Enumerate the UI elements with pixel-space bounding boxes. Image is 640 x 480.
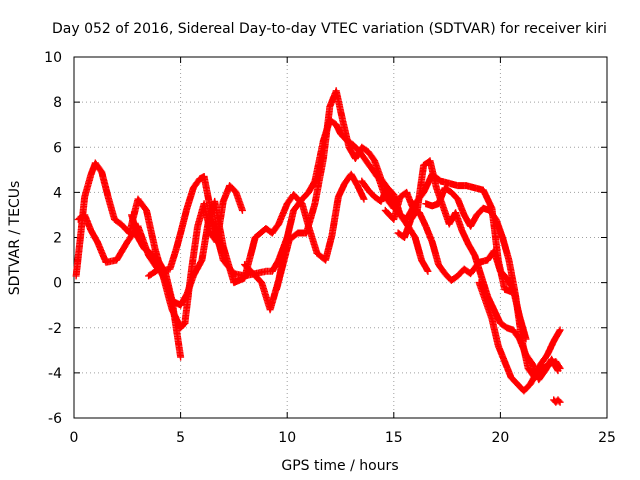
y-tick-label: 4 (53, 185, 62, 201)
y-tick-label: -4 (48, 366, 62, 382)
data-marker-track (145, 170, 368, 309)
data-marker-track (128, 211, 185, 361)
series-track-13 (475, 279, 564, 395)
series-track-8 (273, 87, 432, 293)
data-marker-track (550, 396, 564, 406)
x-tick-label: 0 (70, 430, 79, 446)
y-axis-label: SDTVAR / TECUs (7, 181, 23, 296)
series-track-12 (422, 184, 564, 381)
series-track-3 (74, 173, 208, 275)
x-tick-label: 5 (176, 430, 185, 446)
x-tick-label: 20 (491, 430, 509, 446)
data-marker-track (475, 279, 564, 395)
y-tick-label: 10 (44, 50, 62, 66)
data-marker-track (273, 87, 432, 293)
y-tick-label: 8 (53, 95, 62, 111)
x-tick-label: 10 (278, 430, 296, 446)
series-track-5 (145, 170, 368, 309)
axis-ticks: 0 5 10 15 20 25 -6 -4 -2 0 2 4 6 8 10 (44, 50, 616, 446)
data-marker-track (241, 116, 398, 314)
y-tick-label: -2 (48, 321, 62, 337)
data-points (72, 87, 564, 406)
y-tick-label: 0 (53, 276, 62, 292)
series-track-7 (241, 116, 398, 314)
data-marker-track (422, 184, 564, 381)
series-track-14 (550, 396, 564, 406)
y-tick-label: -6 (48, 411, 62, 427)
chart-title: Day 052 of 2016, Sidereal Day-to-day VTE… (52, 21, 607, 37)
y-tick-label: 6 (53, 140, 62, 156)
x-tick-label: 15 (385, 430, 403, 446)
x-tick-label: 25 (598, 430, 616, 446)
x-axis-label: GPS time / hours (281, 458, 398, 474)
y-tick-label: 2 (53, 231, 62, 247)
data-marker-track (74, 173, 208, 275)
series-track-6 (128, 211, 185, 361)
